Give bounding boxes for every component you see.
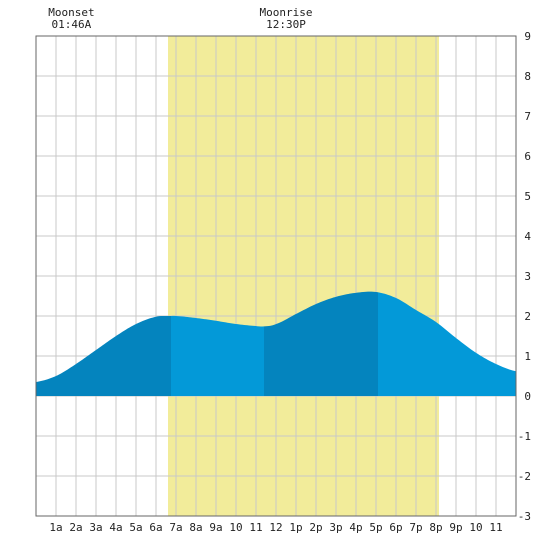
x-tick-label: 2p: [309, 521, 322, 534]
y-tick-label: 1: [524, 350, 531, 363]
grid-layer: [36, 36, 516, 516]
x-tick-label: 5p: [369, 521, 382, 534]
y-tick-labels: 9 8 7 6 5 4 3 2 1 0 -1 -2 -3: [518, 30, 532, 523]
x-tick-labels: 1a 2a 3a 4a 5a 6a 7a 8a 9a 10 11 12 1p 2p 3p 4p 5p 6p 7p 8p…: [49, 521, 502, 534]
y-tick-label: 0: [524, 390, 531, 403]
tide-area-segment: [264, 291, 378, 396]
y-tick-label: -3: [518, 510, 531, 523]
x-tick-label: 12: [269, 521, 282, 534]
x-tick-label: 8p: [429, 521, 442, 534]
y-tick-label: 3: [524, 270, 531, 283]
annotation-time: 01:46A: [52, 18, 92, 31]
x-tick-label: 2a: [69, 521, 82, 534]
x-tick-label: 9a: [209, 521, 222, 534]
x-tick-label: 1a: [49, 521, 62, 534]
x-tick-label: 6p: [389, 521, 402, 534]
x-tick-label: 8a: [189, 521, 202, 534]
tide-area-segment: [171, 315, 264, 396]
tide-area-segment: [378, 292, 516, 396]
x-tick-label: 10: [469, 521, 482, 534]
y-tick-label: 4: [524, 230, 531, 243]
tide-area-layer: [36, 291, 516, 396]
tide-area-segment: [36, 315, 171, 396]
annotation-label: Moonset: [48, 6, 94, 19]
x-tick-label: 9p: [449, 521, 462, 534]
x-tick-label: 3a: [89, 521, 102, 534]
y-tick-label: 8: [524, 70, 531, 83]
y-tick-label: 6: [524, 150, 531, 163]
y-tick-label: -2: [518, 470, 531, 483]
x-tick-label: 1p: [289, 521, 302, 534]
x-tick-label: 4p: [349, 521, 362, 534]
y-tick-label: -1: [518, 430, 531, 443]
y-tick-label: 9: [524, 30, 531, 43]
x-tick-label: 11: [489, 521, 502, 534]
x-tick-label: 11: [249, 521, 262, 534]
x-tick-label: 6a: [149, 521, 162, 534]
x-tick-label: 7a: [169, 521, 182, 534]
x-tick-label: 10: [229, 521, 242, 534]
x-tick-label: 7p: [409, 521, 422, 534]
y-tick-label: 5: [524, 190, 531, 203]
annotation-label: Moonrise: [260, 6, 313, 19]
annotation-time: 12:30P: [266, 18, 306, 31]
x-tick-label: 3p: [329, 521, 342, 534]
plot-border: [35, 35, 517, 517]
x-tick-label: 4a: [109, 521, 122, 534]
y-tick-label: 2: [524, 310, 531, 323]
x-tick-label: 5a: [129, 521, 142, 534]
y-tick-label: 7: [524, 110, 531, 123]
